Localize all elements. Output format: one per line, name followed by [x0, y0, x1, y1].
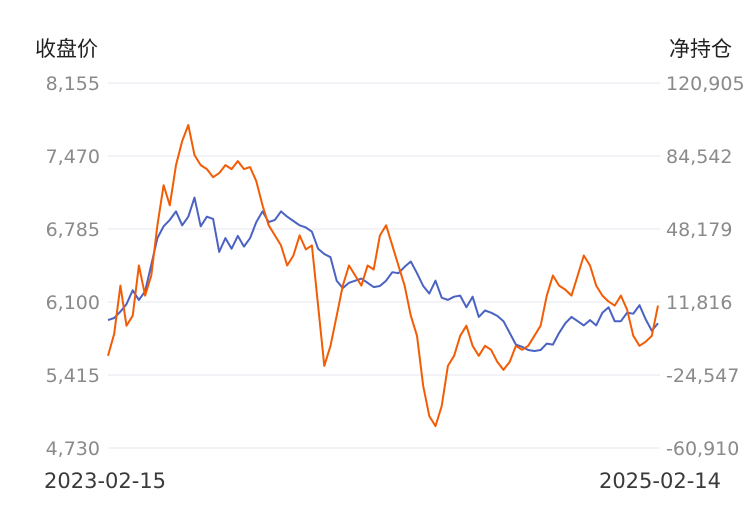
net-position-line — [107, 124, 659, 428]
right-tick-label: 48,179 — [666, 219, 732, 241]
left-tick-label: 4,730 — [46, 438, 100, 460]
close-price-line — [107, 196, 659, 352]
right-axis-title: 净持仓 — [669, 37, 732, 61]
right-tick-label: 84,542 — [666, 146, 732, 168]
left-tick-label: 8,155 — [46, 73, 100, 95]
series-layer — [107, 124, 659, 428]
right-tick-label: 11,816 — [666, 292, 732, 314]
left-tick-labels: 8,155 7,470 6,785 6,100 5,415 4,730 — [46, 73, 100, 460]
left-tick-label: 7,470 — [46, 146, 100, 168]
x-end-label: 2025-02-14 — [599, 469, 721, 493]
right-tick-label: -24,547 — [666, 365, 739, 387]
x-start-label: 2023-02-15 — [44, 469, 166, 493]
left-tick-label: 5,415 — [46, 365, 100, 387]
left-tick-label: 6,785 — [46, 219, 100, 241]
right-tick-label: 120,905 — [666, 73, 745, 95]
right-tick-label: -60,910 — [666, 438, 739, 460]
right-tick-labels: 120,905 84,542 48,179 11,816 -24,547 -60… — [666, 73, 745, 460]
left-axis-title: 收盘价 — [35, 37, 98, 61]
left-tick-label: 6,100 — [46, 292, 100, 314]
